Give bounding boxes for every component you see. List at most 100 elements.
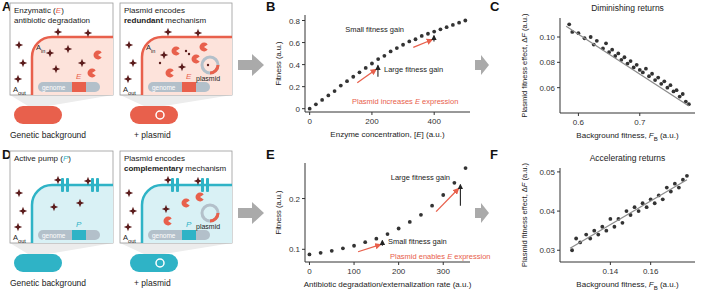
antibiotic-icon (15, 41, 23, 49)
data-point (341, 246, 345, 250)
data-point (441, 193, 445, 197)
panel-label: B (266, 0, 275, 14)
y-tick (302, 86, 305, 87)
annotation: Plasmid increases E expression (352, 97, 458, 106)
antibiotic-icon (194, 177, 202, 185)
data-point (370, 62, 374, 66)
y-axis-label: Plasmid fitness effect, ΔF (a.u.) (520, 13, 529, 118)
antibiotic-icon (125, 41, 133, 49)
a-out-label-part: out (128, 90, 136, 96)
data-point (604, 229, 608, 233)
data-point (678, 95, 682, 99)
enzyme-icon (199, 43, 207, 52)
genome-label: genome (152, 232, 176, 240)
figure: AAoutgenomeEAinEnzymatic (E)antibiotic d… (0, 0, 703, 297)
x-tick (578, 113, 579, 116)
pump-icon (201, 178, 204, 192)
genome-shape (148, 82, 210, 92)
a-in-label-part: in (41, 48, 45, 54)
bacterium-pill (130, 106, 178, 124)
chart: F0.030.040.050.140.16Accelerating return… (490, 147, 695, 291)
enzyme-icon (93, 51, 101, 60)
y-axis-label: Plasmid fitness effect, ΔF (a.u.) (520, 162, 529, 267)
x-tick (398, 262, 399, 265)
enzyme-icon (191, 55, 199, 64)
data-point (426, 32, 430, 36)
y-tick-label: 0.6 (289, 39, 301, 48)
y-tick (557, 171, 560, 172)
cell (32, 37, 113, 95)
zoom-wedge (120, 243, 232, 254)
protein-label-part: P (186, 220, 192, 229)
plasmid-label: plasmid (196, 75, 220, 83)
box-title: Active pump (P) (14, 154, 71, 163)
data-point (610, 48, 614, 52)
data-point (608, 217, 612, 221)
data-point (621, 221, 625, 225)
annotation-part: expression (420, 97, 458, 106)
data-point (464, 166, 468, 170)
data-point (308, 252, 312, 256)
data-point (665, 186, 669, 190)
chart: C0.060.080.100.60.7Diminishing returnsBa… (490, 0, 695, 142)
antibiotic-icon (46, 49, 54, 57)
data-point (308, 107, 312, 111)
protein-label-part: E (76, 72, 82, 81)
flow-arrow (475, 55, 489, 75)
protein-label-part: P (76, 220, 82, 229)
y-tick (557, 87, 560, 88)
pump-icon (96, 178, 99, 192)
x-axis-line (560, 113, 695, 114)
data-point (595, 39, 599, 43)
debris-icon (207, 64, 209, 66)
y-axis-line (305, 15, 306, 112)
data-point (641, 71, 645, 75)
antibiotic-icon (162, 205, 170, 213)
enzyme-icon (172, 47, 180, 56)
x-tick-label: 0 (307, 267, 312, 276)
data-point (351, 75, 355, 79)
bacterium-pill (14, 106, 62, 124)
y-tick-label: 0 (296, 105, 301, 114)
data-point (330, 249, 334, 253)
y-axis-label: Fitness (a.u.) (274, 190, 283, 234)
y-tick-label: 0.1 (289, 245, 301, 254)
a-in-label: Ain (146, 43, 155, 54)
x-tick (309, 112, 310, 115)
antibiotic-icon (50, 203, 58, 211)
data-point (647, 74, 651, 78)
flow-arrow (238, 54, 264, 76)
y-tick-label: 0.10 (539, 33, 555, 42)
diagram: AAoutgenomeEAinEnzymatic (E)antibiotic d… (2, 0, 264, 140)
data-point (389, 49, 393, 53)
y-axis-label-part: Plasmid fitness effect, Δ (520, 38, 529, 118)
cell-group (14, 28, 113, 95)
data-point (681, 92, 685, 96)
data-point (637, 209, 641, 213)
x-tick (309, 262, 310, 265)
data-point (685, 174, 689, 178)
x-tick-label: 400 (428, 117, 442, 126)
plasmid-arrow (358, 245, 380, 252)
chart-title: Diminishing returns (591, 3, 664, 13)
pump-icon (66, 178, 69, 192)
antibiotic-icon (124, 75, 132, 83)
x-tick (639, 113, 640, 116)
y-tick-label: 0.05 (539, 168, 555, 177)
cell-group (124, 176, 232, 243)
y-tick-label: 0.4 (289, 61, 301, 70)
enzyme-icon (163, 217, 171, 226)
genome-label: genome (152, 84, 176, 92)
box-title-part: ) (61, 6, 64, 15)
gain-arrow (382, 241, 383, 246)
x-tick (354, 262, 355, 265)
y-tick (557, 62, 560, 63)
antibiotic-icon (194, 29, 202, 37)
pill-plasmid (156, 111, 164, 119)
x-tick-label: 100 (347, 267, 361, 276)
data-point (613, 225, 617, 229)
cell-group (14, 176, 113, 243)
x-axis-label-part: (a.u.) (658, 280, 679, 289)
antibiotic-icon (19, 59, 27, 67)
data-point (659, 82, 663, 86)
